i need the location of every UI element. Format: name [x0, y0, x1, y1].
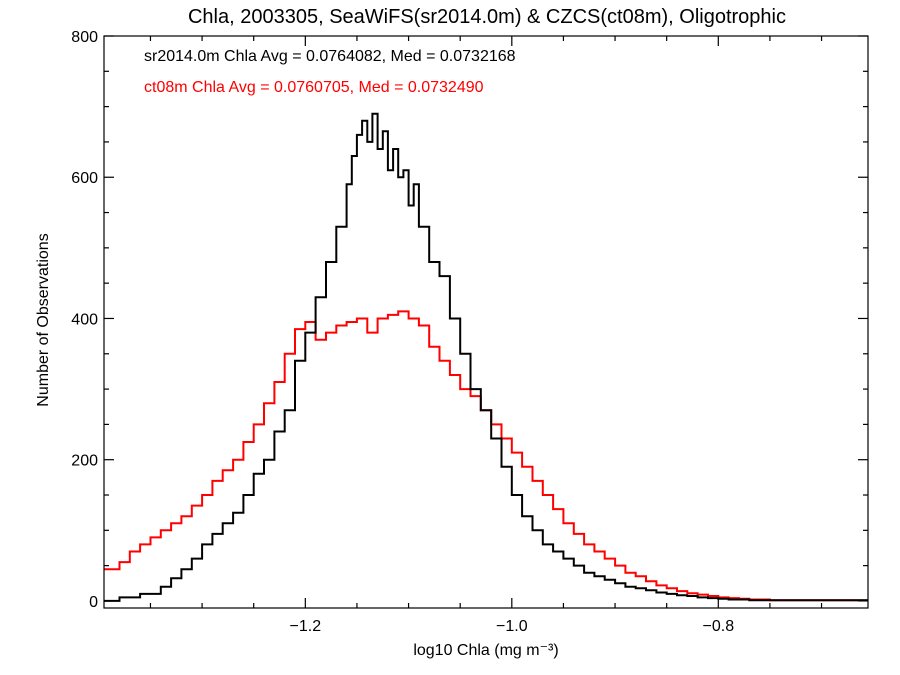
tick-labels-layer: −1.2 −1.0 −0.8 0 200 400 600 800: [71, 29, 734, 635]
y-tick-label: 600: [71, 170, 98, 187]
y-tick-label: 400: [71, 311, 98, 328]
histogram-series-ct08m: [104, 310, 868, 602]
y-tick-label: 800: [71, 29, 98, 46]
x-axis-label: log10 Chla (mg m⁻³): [413, 642, 558, 659]
x-tick-label: −1.0: [496, 618, 528, 635]
y-tick-label: 0: [89, 594, 98, 611]
x-tick-label: −1.2: [290, 618, 322, 635]
y-axis-label: Number of Observations: [35, 233, 52, 406]
series-layer: [104, 112, 868, 602]
histogram-series-sr2014-0m: [104, 112, 868, 602]
x-tick-label: −0.8: [703, 618, 735, 635]
plot-frame: [103, 35, 869, 609]
ticks-layer: [104, 35, 868, 608]
annotation-ct08m-stats: ct08m Chla Avg = 0.0760705, Med = 0.0732…: [144, 79, 484, 96]
chart-title: Chla, 2003305, SeaWiFS(sr2014.0m) & CZCS…: [188, 6, 786, 28]
annotation-sr2014-stats: sr2014.0m Chla Avg = 0.0764082, Med = 0.…: [144, 48, 516, 65]
y-tick-label: 200: [71, 453, 98, 470]
